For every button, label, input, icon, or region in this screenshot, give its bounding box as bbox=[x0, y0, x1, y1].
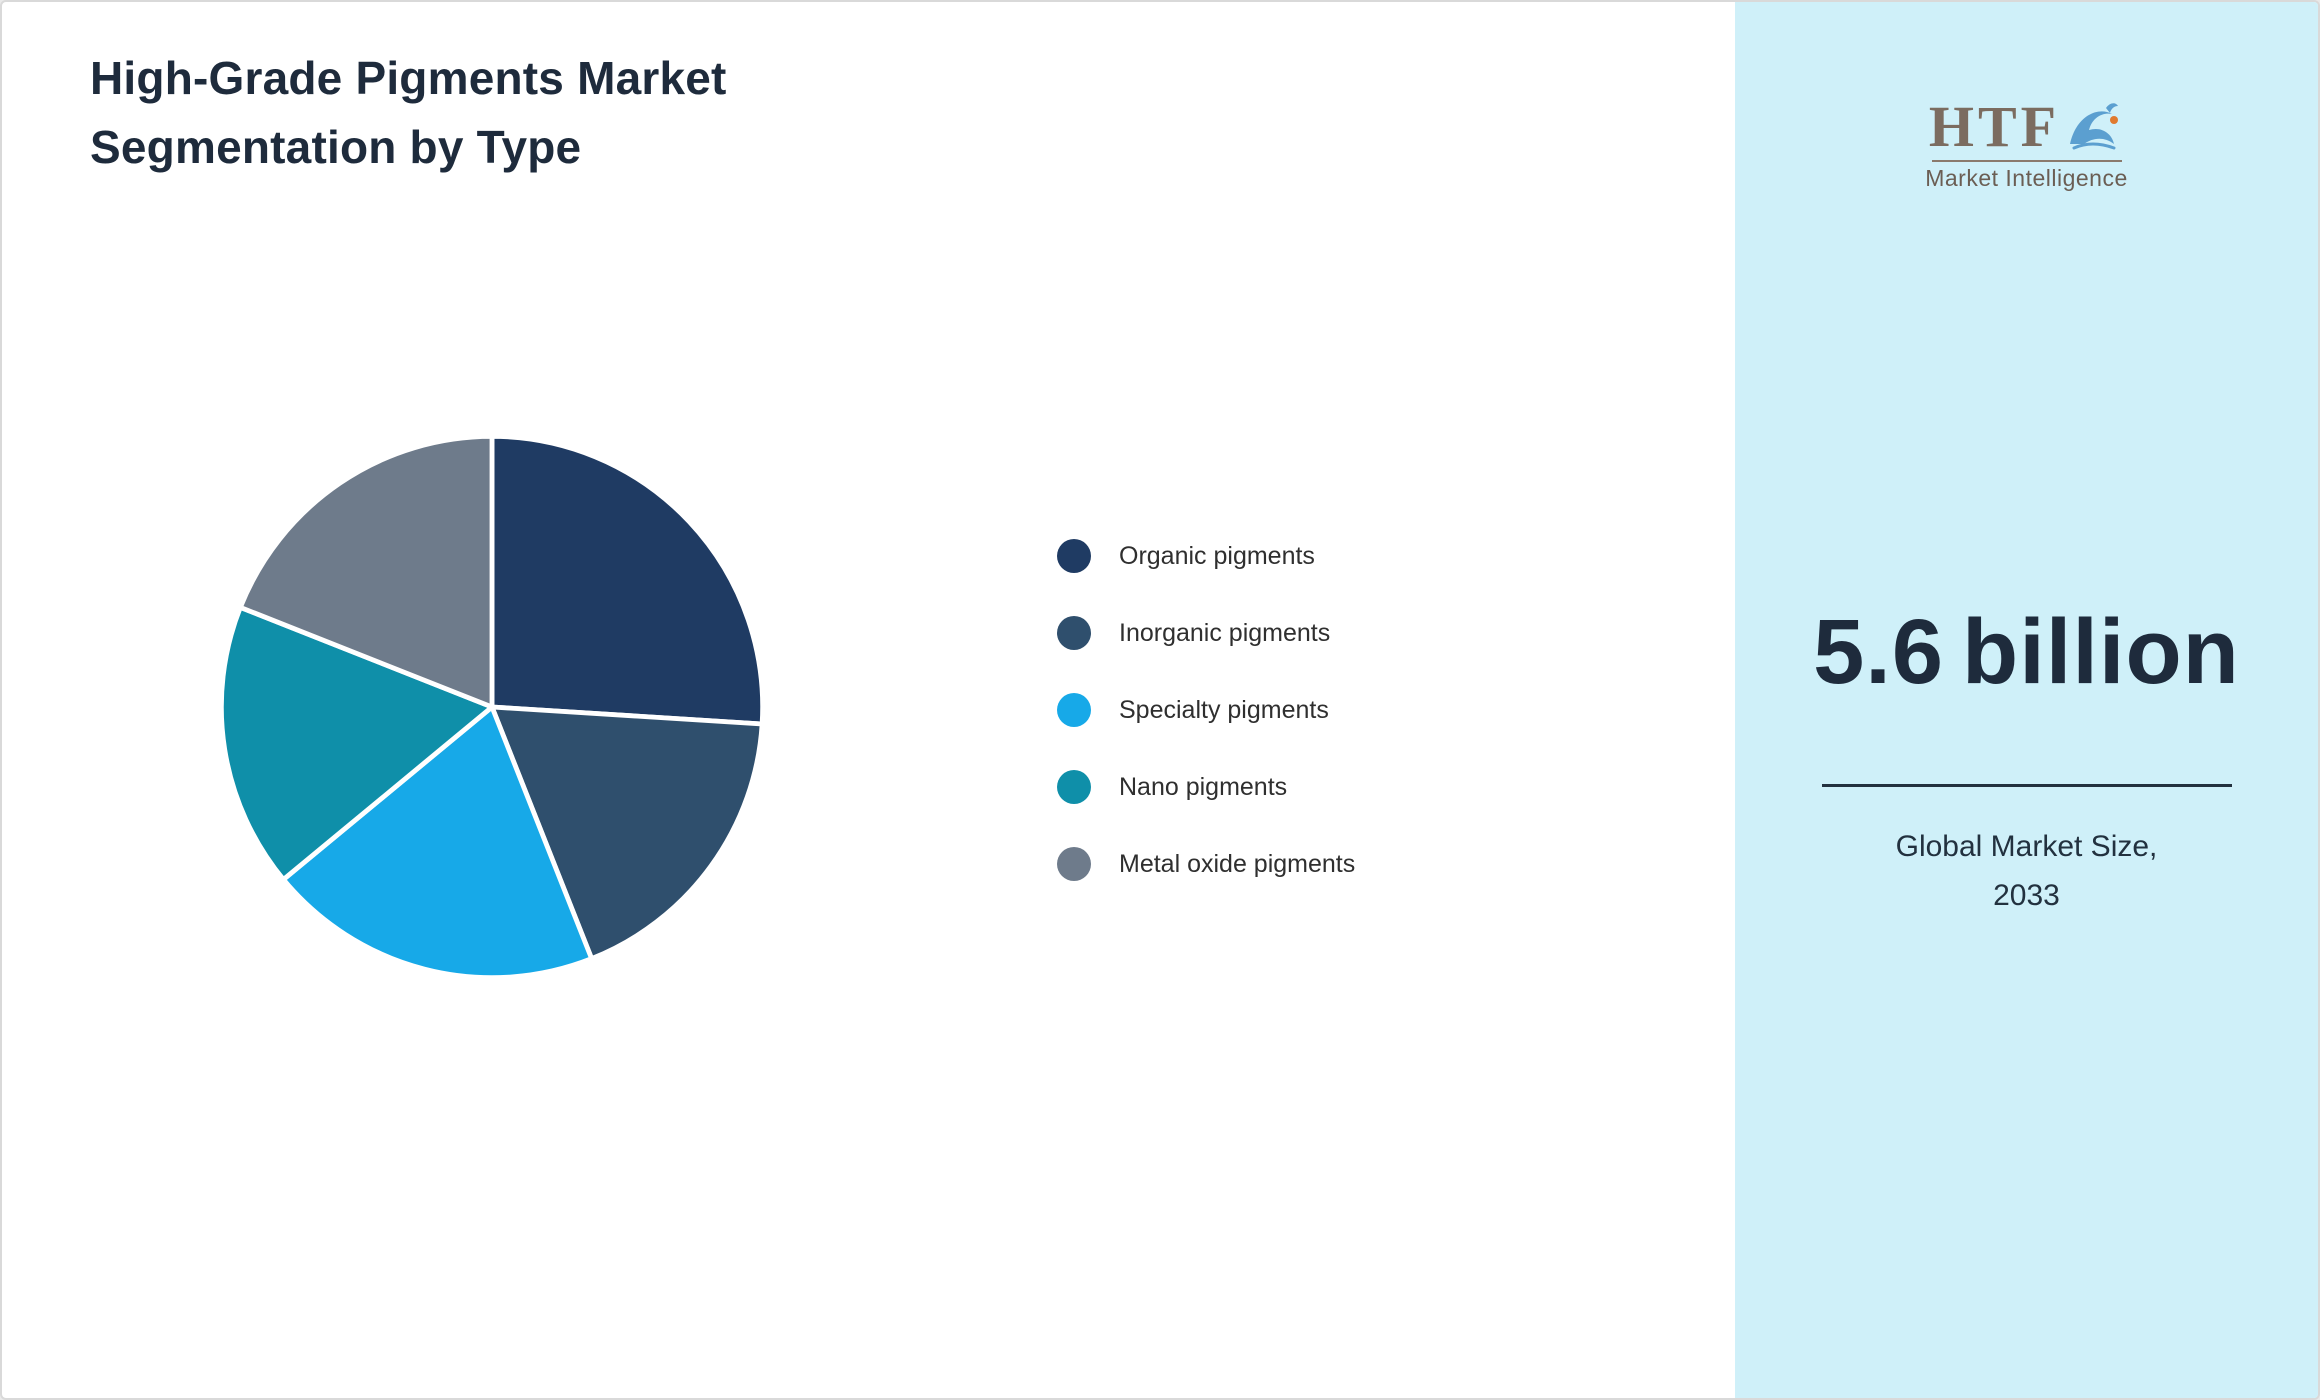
legend-swatch-inorganic-pigments bbox=[1057, 616, 1091, 650]
stat-caption-line1: Global Market Size, bbox=[1895, 830, 2158, 863]
pie-slice-inorganic-pigments bbox=[489, 704, 765, 962]
stat-caption-line2: 2033 bbox=[1993, 879, 2060, 912]
legend-swatch-organic-pigments bbox=[1057, 539, 1091, 573]
stat-divider bbox=[1821, 784, 2232, 787]
htf-logo: HTF Market Intelligence bbox=[1735, 98, 2318, 192]
stat-unit: billion bbox=[1962, 601, 2240, 703]
pie-slice-specialty-pigments bbox=[281, 704, 595, 980]
market-size-stat: 5.6 billion bbox=[1735, 600, 2318, 705]
legend-label-specialty-pigments: Specialty pigments bbox=[1119, 695, 1329, 724]
pie-chart-svg bbox=[218, 433, 766, 980]
legend: Organic pigments Inorganic pigments Spec… bbox=[1057, 534, 1355, 886]
legend-swatch-metal-oxide-pigments bbox=[1057, 847, 1091, 881]
pie-slice-organic-pigments bbox=[489, 433, 766, 727]
sidebar: HTF Market Intelligence 5.6 billion Globa… bbox=[1735, 2, 2318, 1398]
legend-item-inorganic-pigments: Inorganic pigments bbox=[1057, 611, 1355, 655]
legend-item-specialty-pigments: Specialty pigments bbox=[1057, 688, 1355, 732]
logo-divider bbox=[1931, 160, 2122, 162]
legend-swatch-nano-pigments bbox=[1057, 770, 1091, 804]
logo-top: HTF bbox=[1929, 98, 2124, 156]
page-title-line1: High-Grade Pigments Market bbox=[90, 52, 727, 104]
legend-item-organic-pigments: Organic pigments bbox=[1057, 534, 1355, 578]
legend-item-metal-oxide-pigments: Metal oxide pigments bbox=[1057, 842, 1355, 886]
legend-label-nano-pigments: Nano pigments bbox=[1119, 772, 1288, 801]
pie-slice-metal-oxide-pigments bbox=[237, 433, 495, 710]
stat-caption: Global Market Size, 2033 bbox=[1735, 822, 2318, 920]
dolphin-icon bbox=[2070, 103, 2119, 150]
logo-text: HTF bbox=[1928, 94, 2061, 159]
stat-value: 5.6 bbox=[1813, 601, 1945, 703]
legend-label-inorganic-pigments: Inorganic pigments bbox=[1119, 618, 1331, 647]
chart-area: High-Grade Pigments Market Segmentation … bbox=[2, 2, 1739, 1398]
legend-label-organic-pigments: Organic pigments bbox=[1119, 541, 1315, 570]
legend-item-nano-pigments: Nano pigments bbox=[1057, 765, 1355, 809]
legend-swatch-specialty-pigments bbox=[1057, 693, 1091, 727]
page-title: High-Grade Pigments Market Segmentation … bbox=[90, 44, 727, 182]
pie-slice-nano-pigments bbox=[218, 604, 495, 882]
pie-chart bbox=[202, 417, 782, 997]
legend-label-metal-oxide-pigments: Metal oxide pigments bbox=[1119, 849, 1356, 878]
logo-subtext: Market Intelligence bbox=[1925, 165, 2128, 191]
page-title-line2: Segmentation by Type bbox=[90, 121, 582, 173]
